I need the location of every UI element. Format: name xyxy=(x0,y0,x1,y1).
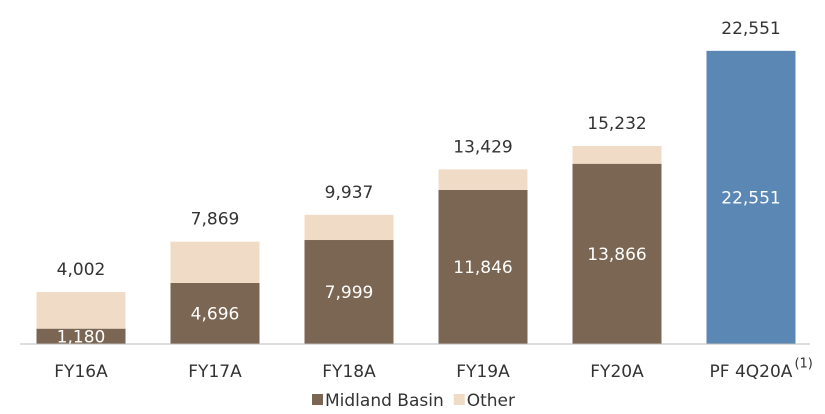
x-tick-label: FY20A xyxy=(590,362,644,382)
bar-segment xyxy=(438,190,528,344)
total-label: 4,002 xyxy=(57,260,106,280)
legend-swatch xyxy=(453,394,465,405)
bar-segment xyxy=(170,282,260,344)
bar-segment xyxy=(304,240,394,344)
x-tick-label: PF 4Q20A xyxy=(710,362,793,382)
legend: Midland Basin Other xyxy=(312,391,515,411)
bar-label: 13,866 xyxy=(587,245,646,265)
legend-label: Other xyxy=(467,391,515,411)
total-label: 7,869 xyxy=(191,210,240,230)
bar-label: 4,696 xyxy=(191,304,240,324)
bar-segment xyxy=(36,328,126,344)
total-label: 22,551 xyxy=(721,19,780,39)
footnote-mark: (1) xyxy=(794,357,812,372)
bar-segment xyxy=(304,214,394,241)
total-label: 13,429 xyxy=(453,137,512,157)
bar-segment xyxy=(438,169,528,191)
bar-segment xyxy=(170,241,260,283)
legend-label: Midland Basin xyxy=(325,391,444,411)
legend-swatch xyxy=(312,394,323,405)
bar-label: 22,551 xyxy=(721,188,780,208)
bar-segment xyxy=(572,163,662,344)
bar-label: 7,999 xyxy=(325,283,374,303)
bar-segment xyxy=(572,145,662,164)
bar-segment xyxy=(706,50,796,344)
total-label: 15,232 xyxy=(587,114,646,134)
bar-label: 1,180 xyxy=(57,327,106,347)
x-tick-label: FY18A xyxy=(322,362,376,382)
x-tick-label: FY16A xyxy=(54,362,108,382)
x-tick-label: FY19A xyxy=(456,362,510,382)
bar-label: 11,846 xyxy=(453,258,512,278)
total-label: 9,937 xyxy=(325,183,374,203)
bar-segment xyxy=(36,291,126,329)
x-tick-label: FY17A xyxy=(188,362,242,382)
